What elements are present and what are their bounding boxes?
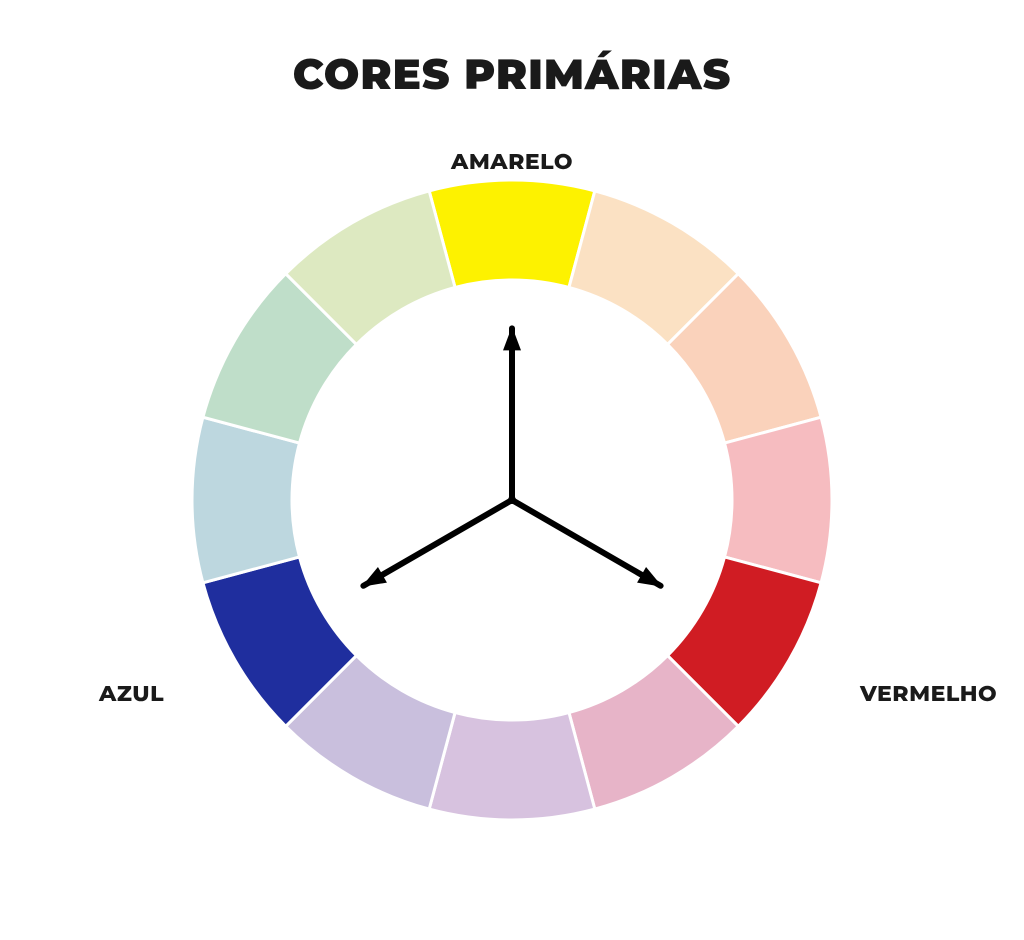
wheel-segment-0	[429, 180, 595, 287]
wheel-segment-3	[725, 417, 832, 583]
color-wheel	[192, 180, 832, 820]
color-wheel-svg	[192, 180, 832, 820]
wheel-segment-9	[192, 417, 299, 583]
page-title: CORES PRIMÁRIAS	[0, 48, 1024, 100]
arrow-shaft-2	[363, 500, 512, 586]
label-vermelho: VERMELHO	[860, 680, 997, 707]
arrow-head-0	[503, 326, 521, 350]
label-azul: AZUL	[99, 680, 164, 707]
diagram-container: CORES PRIMÁRIAS AMARELO VERMELHO AZUL	[0, 0, 1024, 940]
wheel-segment-6	[429, 713, 595, 820]
arrow-shaft-1	[512, 500, 661, 586]
arrow-head-2	[362, 567, 387, 587]
label-amarelo: AMARELO	[0, 148, 1024, 175]
arrow-head-1	[637, 567, 662, 587]
arrow-hub	[508, 496, 516, 504]
